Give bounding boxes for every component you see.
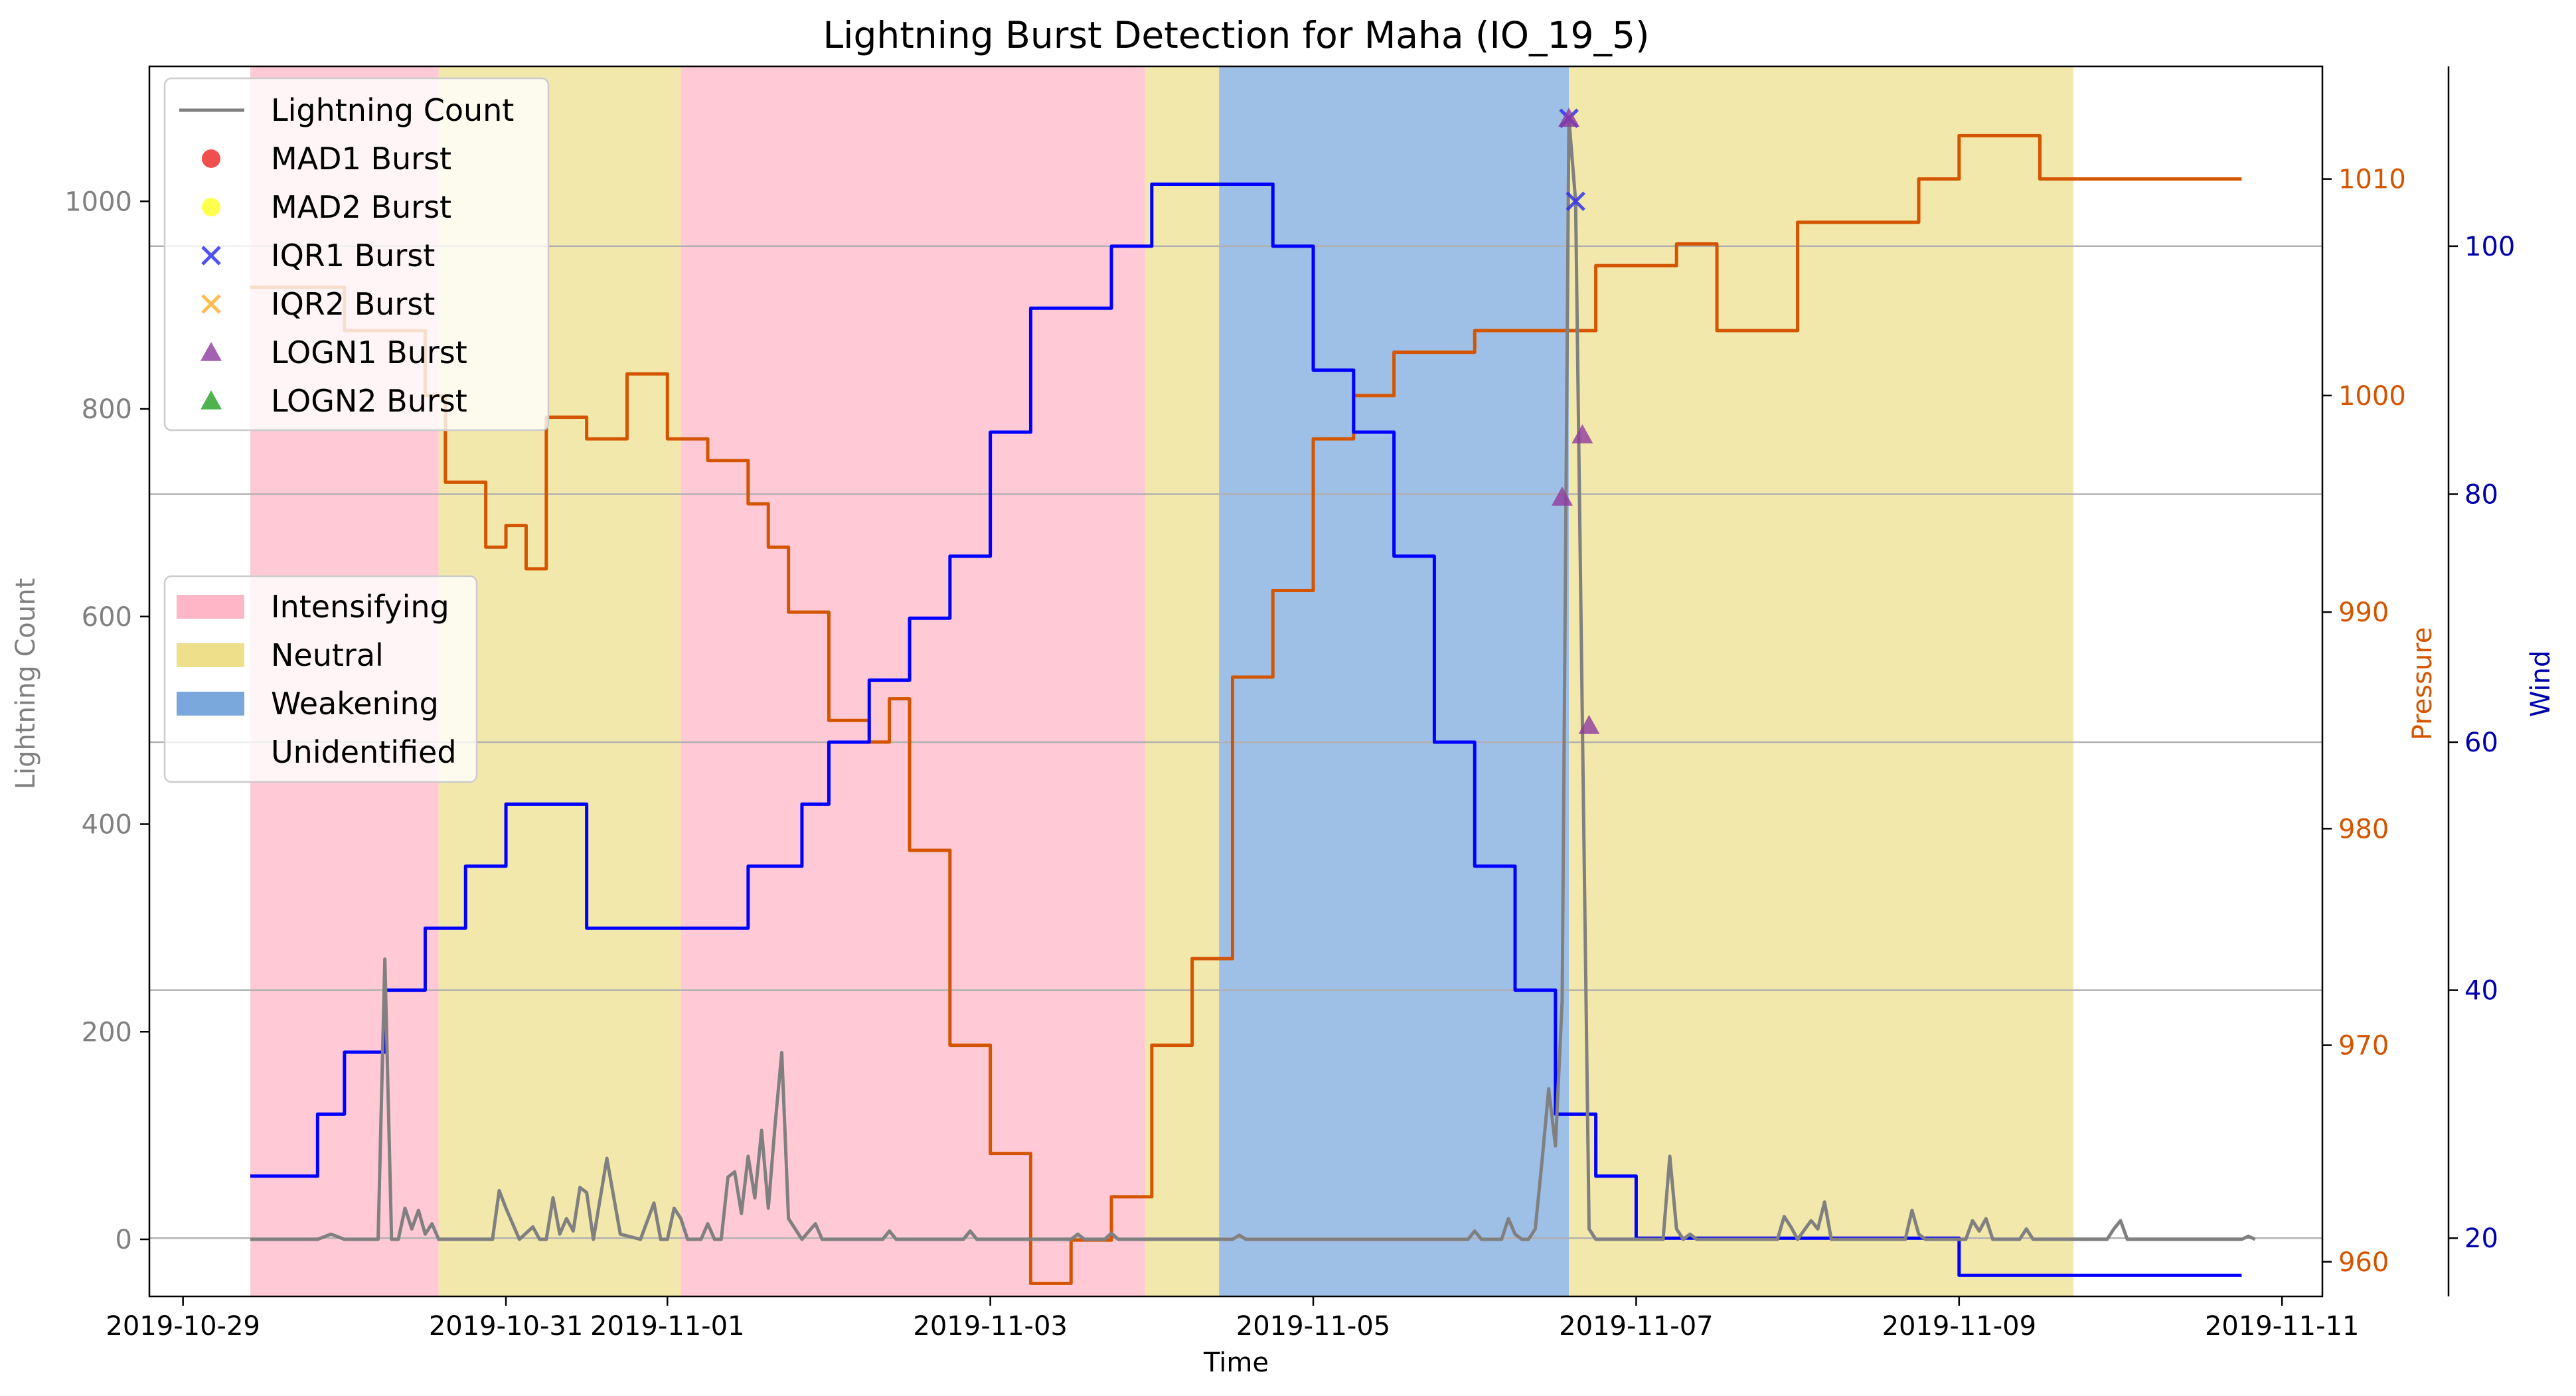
phase-spans [250, 66, 2074, 1296]
wind-tick-label: 100 [2464, 232, 2515, 262]
legend-marker-mad1-burst [202, 149, 220, 168]
burst-marker-logn1-burst [1571, 424, 1593, 443]
series-lines [250, 116, 2256, 1285]
legend-marker-mad2-burst [202, 198, 220, 216]
legend-label-neutral: Neutral [271, 637, 384, 673]
series-line-wind [250, 182, 2242, 1277]
x-tick-label: 2019-10-29 [106, 1311, 260, 1342]
phase-span-neutral [1569, 66, 2074, 1296]
x-axis-label: Time [1203, 1348, 1269, 1378]
left-axis-label: Lightning Count [11, 578, 41, 790]
right-tick-label: 980 [2338, 814, 2389, 844]
x-tick-label: 2019-10-31 [429, 1311, 583, 1342]
legend-label-unidentified: Unidentified [271, 734, 457, 770]
right-tick-label: 1010 [2338, 165, 2406, 195]
legend-marker-iqr2-burst [201, 294, 221, 314]
phase-span-neutral [1145, 66, 1220, 1296]
right-tick-label: 990 [2338, 597, 2389, 628]
burst-markers [1551, 108, 1600, 734]
wind-tick-label: 60 [2464, 728, 2498, 758]
burst-marker-logn1-burst [1551, 486, 1573, 506]
wind-tick-label: 80 [2464, 479, 2498, 510]
x-tick-label: 2019-11-01 [590, 1311, 744, 1342]
phase-legend-box [163, 575, 478, 783]
wind-tick-label: 40 [2464, 976, 2498, 1006]
left-tick-label: 400 [82, 810, 132, 840]
legends: Lightning Count MAD1 Burst MAD2 Burst IQR1 … [163, 77, 550, 783]
right-tick-label: 1000 [2338, 381, 2406, 412]
legend-label-iqr1-burst: IQR1 Burst [271, 238, 435, 273]
left-tick-label: 600 [82, 602, 132, 633]
right-tick-label: 960 [2338, 1247, 2389, 1278]
legend-label-logn1-burst: LOGN1 Burst [271, 335, 467, 370]
phase-span-intensifying [681, 66, 1145, 1296]
chart-title: Lightning Burst Detection for Maha (IO_1… [823, 14, 1650, 56]
phase-span-weakening [1219, 66, 1570, 1296]
legend-label-iqr2-burst: IQR2 Burst [271, 286, 435, 322]
wind-axis-label: Wind [2526, 651, 2556, 718]
legend-swatch-intensifying [177, 595, 244, 619]
series-line-pressure [250, 133, 2242, 1285]
legend-swatch-neutral [177, 643, 244, 667]
x-tick-label: 2019-11-09 [1882, 1311, 2036, 1342]
burst-marker-logn1-burst [1558, 108, 1580, 127]
left-tick-label: 0 [116, 1225, 132, 1255]
plot-frame [148, 65, 2324, 1298]
x-tick-label: 2019-11-11 [2205, 1311, 2359, 1342]
series-line-lightning-count [250, 116, 2256, 1241]
burst-marker-logn1-burst [1578, 714, 1600, 734]
legend-swatch-weakening [177, 692, 244, 716]
legend-marker-logn1-burst [201, 342, 222, 361]
right-tick-label: 970 [2338, 1031, 2389, 1061]
wind-tick-label: 20 [2464, 1223, 2498, 1254]
right-axis-label: Pressure [2407, 627, 2438, 741]
legend-label-lightning-count: Lightning Count [271, 92, 514, 128]
legend-marker-logn2-burst [201, 390, 222, 410]
left-tick-label: 800 [82, 394, 132, 425]
left-tick-label: 1000 [64, 187, 132, 217]
legend-label-weakening: Weakening [271, 686, 439, 722]
x-tick-label: 2019-11-07 [1559, 1311, 1713, 1342]
burst-marker-iqr1-burst [1566, 191, 1585, 212]
burst-legend-box [163, 77, 550, 431]
legend-label-logn2-burst: LOGN2 Burst [271, 383, 467, 419]
axes: 2019-10-29 2019-10-31 2019-11-01 2019-11-03… [64, 65, 2515, 1342]
legend-label-mad1-burst: MAD1 Burst [271, 141, 451, 177]
legend-label-intensifying: Intensifying [271, 589, 449, 625]
x-tick-label: 2019-11-03 [913, 1311, 1067, 1342]
legend-label-mad2-burst: MAD2 Burst [271, 189, 451, 225]
x-tick-label: 2019-11-05 [1236, 1311, 1390, 1342]
left-tick-label: 200 [82, 1017, 132, 1047]
legend-marker-iqr1-burst [201, 246, 221, 266]
